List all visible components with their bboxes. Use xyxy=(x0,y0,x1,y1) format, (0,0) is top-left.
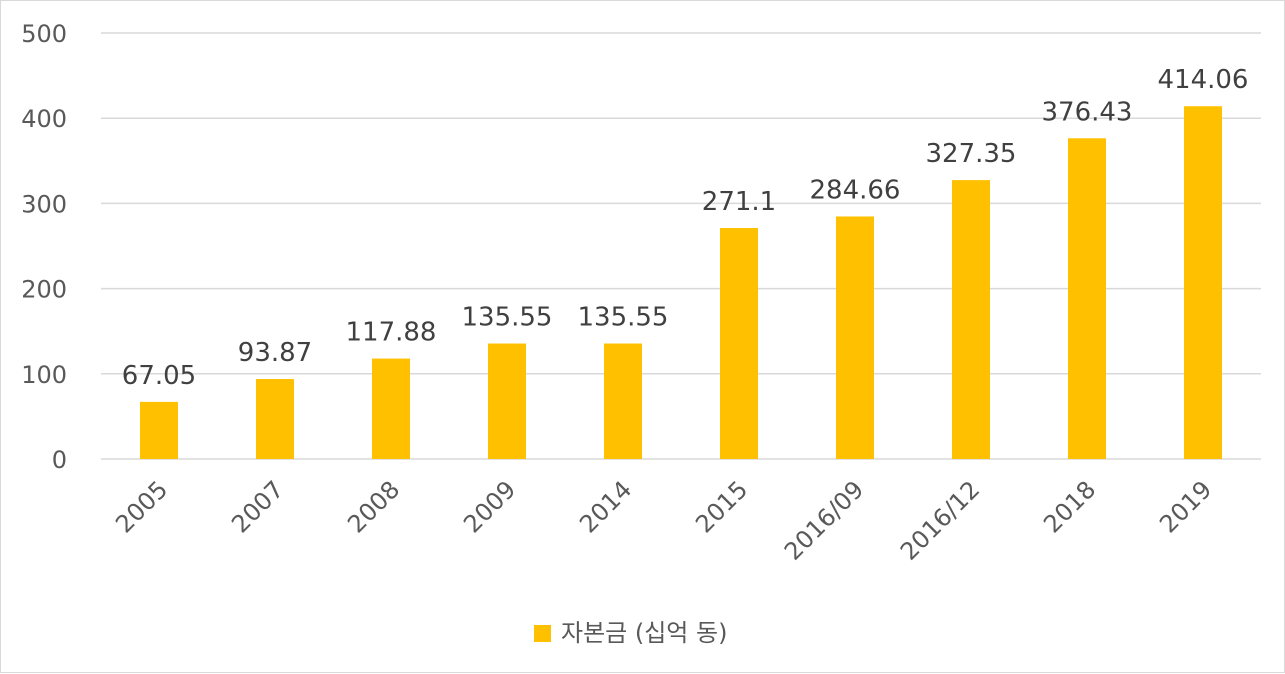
y-axis-ticks: 0 100 200 300 400 500 xyxy=(21,20,67,474)
x-tick-label: 2014 xyxy=(574,475,637,538)
bar-2016/09 xyxy=(836,216,874,459)
x-tick-label: 2015 xyxy=(690,475,753,538)
y-tick-label: 300 xyxy=(21,190,67,218)
bar-2019 xyxy=(1184,106,1222,459)
x-axis-ticks: 2005 2007 2008 2009 2014 2015 2016/09 2016/12 20… xyxy=(110,475,1217,565)
legend-swatch xyxy=(534,625,551,642)
bars xyxy=(140,106,1222,460)
data-label: 135.55 xyxy=(462,303,553,333)
bar-2016/12 xyxy=(952,180,990,460)
x-tick-label: 2018 xyxy=(1038,475,1101,538)
grid-lines xyxy=(101,32,1261,460)
x-tick-label: 2016/09 xyxy=(779,475,869,565)
bar-2007 xyxy=(256,379,294,459)
legend: 자본금 (십억 동) xyxy=(534,619,727,647)
data-label: 271.1 xyxy=(702,187,776,217)
y-tick-label: 200 xyxy=(21,276,67,304)
data-label: 327.35 xyxy=(926,139,1017,169)
y-tick-label: 100 xyxy=(21,361,67,389)
bar-2008 xyxy=(372,358,410,459)
data-label: 135.55 xyxy=(578,303,669,333)
x-tick-label: 2019 xyxy=(1154,475,1217,538)
y-tick-label: 400 xyxy=(21,105,67,133)
bar-2015 xyxy=(720,228,758,459)
data-label: 376.43 xyxy=(1042,97,1133,127)
x-tick-label: 2009 xyxy=(458,475,521,538)
x-tick-label: 2008 xyxy=(342,475,405,538)
bar-2005 xyxy=(140,401,178,459)
data-label: 117.88 xyxy=(346,318,437,348)
legend-label: 자본금 (십억 동) xyxy=(561,619,727,647)
data-label: 414.06 xyxy=(1158,65,1249,95)
bar-2014 xyxy=(604,343,642,459)
data-label: 93.87 xyxy=(238,338,312,368)
data-label: 284.66 xyxy=(810,175,901,205)
x-tick-label: 2005 xyxy=(110,475,173,538)
y-tick-label: 500 xyxy=(21,20,67,48)
x-tick-label: 2007 xyxy=(226,475,289,538)
y-tick-label: 0 xyxy=(52,446,67,474)
data-labels: 67.05 93.87 117.88 135.55 135.55 271.1 284.66 3… xyxy=(122,65,1249,391)
x-tick-label: 2016/12 xyxy=(895,475,985,565)
bar-2018 xyxy=(1068,138,1106,459)
data-label: 67.05 xyxy=(122,361,196,391)
bar-2009 xyxy=(488,343,526,459)
